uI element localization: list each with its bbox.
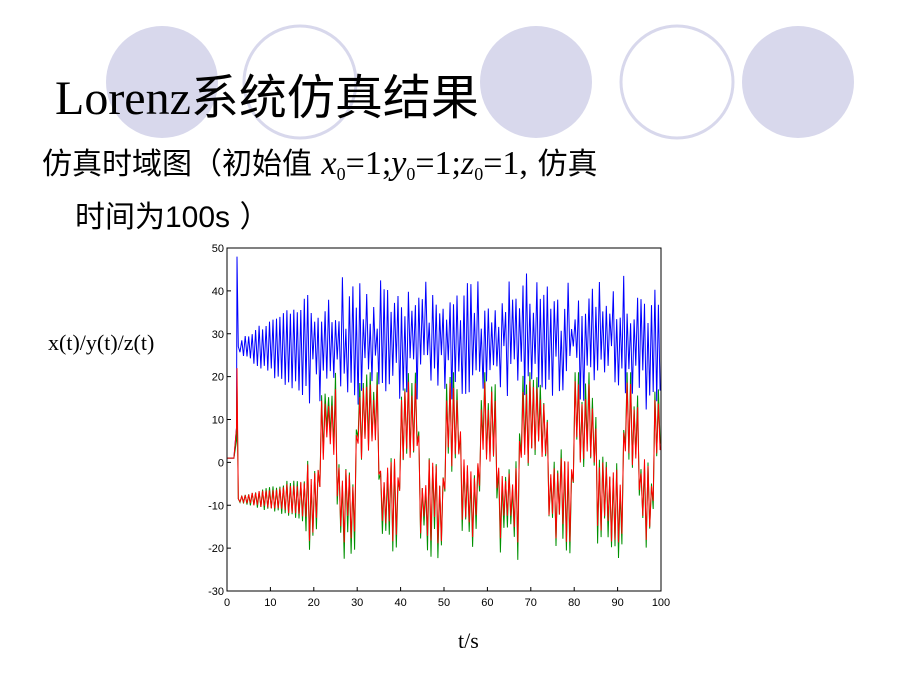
x-tick-label: 40 xyxy=(394,597,406,609)
y-equals: =1; xyxy=(415,145,461,182)
z-equals: =1, xyxy=(483,145,528,182)
line2-close: ） xyxy=(239,200,270,235)
x-tick-label: 80 xyxy=(568,597,580,609)
lorenz-chart: 0 10 20 30 40 50 60 70 80 90 100 -30 -20 -10 0 10 20 30 40… xyxy=(208,243,670,609)
series-z-line xyxy=(227,256,661,459)
deco-circle-3 xyxy=(480,26,592,138)
axis-ticks: 0 10 20 30 40 50 60 70 80 90 100 -30 -20 -10 0 10 20 30 40… xyxy=(208,243,670,609)
deco-circle-2 xyxy=(242,24,358,140)
subtitle-prefix: 仿真时域图（初始值 xyxy=(42,147,312,182)
x-tick-label: 90 xyxy=(611,597,623,609)
x-symbol: x xyxy=(321,145,337,182)
y-symbol: y xyxy=(391,145,407,182)
plot-series xyxy=(227,256,661,560)
x-tick-label: 60 xyxy=(481,597,493,609)
y-tick-label: 40 xyxy=(212,286,224,298)
y-tick-label: -20 xyxy=(208,543,224,555)
y-tick-label: 10 xyxy=(212,415,224,427)
deco-circle-4 xyxy=(619,24,735,140)
y-subscript: 0 xyxy=(406,164,416,184)
subtitle-line2: 时间为100s ） xyxy=(42,196,862,240)
y-axis-label: x(t)/y(t)/z(t) xyxy=(48,330,155,355)
x-tick-label: 50 xyxy=(438,597,450,609)
y-tick-label: 50 xyxy=(212,243,224,255)
z-subscript: 0 xyxy=(474,164,484,184)
initial-conditions: x0=1;y0=1;z0=1, xyxy=(321,145,528,184)
x-tick-label: 100 xyxy=(652,597,670,609)
y-tick-label: 20 xyxy=(212,372,224,384)
slide-subtitle: 仿真时域图（初始值 x0=1;y0=1;z0=1, 仿真 时间为100s ） xyxy=(42,142,862,240)
deco-circle-5 xyxy=(742,26,854,138)
series-x-line xyxy=(227,368,661,544)
x-tick-label: 10 xyxy=(264,597,276,609)
x-axis-label: t/s xyxy=(458,628,479,653)
y-tick-label: -30 xyxy=(208,586,224,598)
x-tick-label: 70 xyxy=(525,597,537,609)
x-tick-label: 30 xyxy=(351,597,363,609)
line2-num: 100s xyxy=(165,201,231,234)
x-tick-label: 20 xyxy=(308,597,320,609)
y-tick-label: 30 xyxy=(212,329,224,341)
subtitle-tail: 仿真 xyxy=(537,147,598,182)
x-tick-label: 0 xyxy=(224,597,230,609)
deco-circle-1 xyxy=(106,26,218,138)
x-equals: =1; xyxy=(345,145,392,182)
y-tick-label: 0 xyxy=(218,457,224,469)
slide-title: Lorenz系统仿真结果 xyxy=(55,72,479,125)
z-symbol: z xyxy=(460,145,475,182)
line2-zh: 时间为 xyxy=(75,200,165,235)
series-y-line xyxy=(227,372,661,560)
y-tick-label: -10 xyxy=(208,500,224,512)
x-subscript: 0 xyxy=(336,164,346,184)
